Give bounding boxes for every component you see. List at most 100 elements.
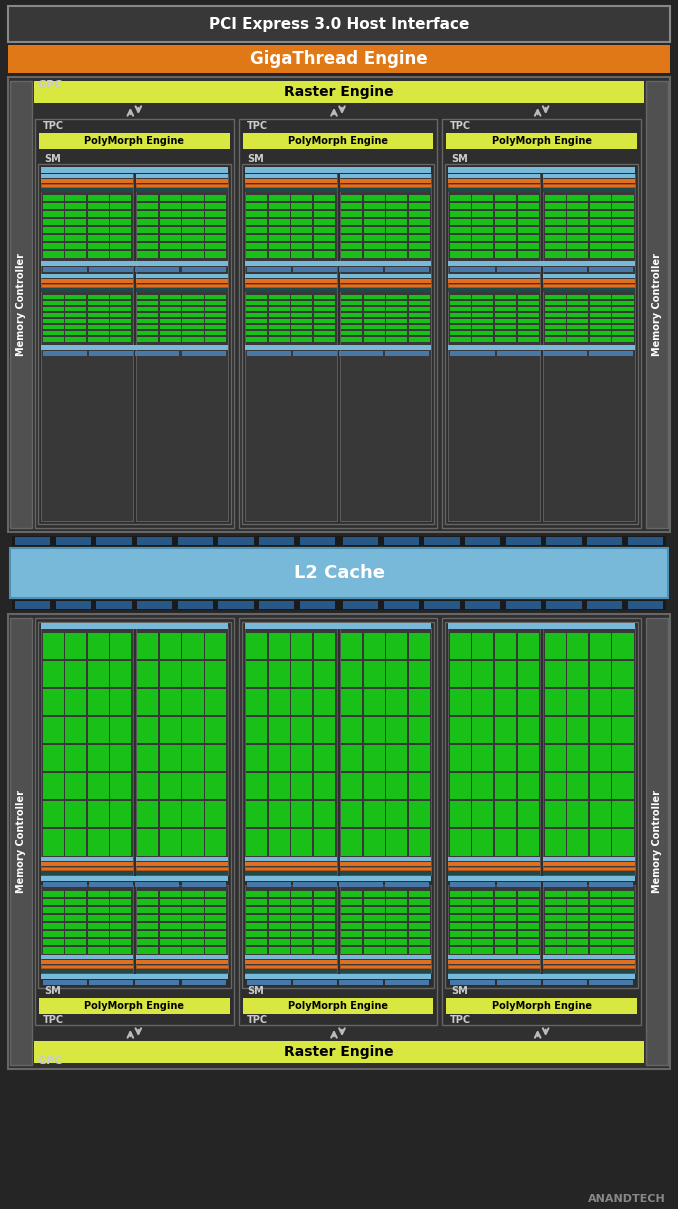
Bar [544,295,565,299]
Bar [340,184,431,187]
Bar [340,274,431,521]
Bar [205,689,226,716]
Bar [386,235,407,242]
Bar [544,331,565,335]
Bar [41,288,133,293]
Bar [245,885,336,973]
Bar [43,307,64,311]
Bar [246,331,267,335]
Bar [314,307,335,311]
Bar [246,295,267,299]
Bar [87,939,108,945]
Bar [111,915,132,921]
Bar [612,931,633,937]
Bar [160,947,181,954]
Bar [138,891,159,897]
Bar [340,284,431,287]
Bar [246,307,267,311]
Bar [65,939,86,945]
Bar [43,947,64,954]
Bar [341,251,362,258]
Bar [495,210,516,218]
Bar [268,660,290,687]
Bar [293,980,337,985]
Bar [543,867,635,870]
Bar [473,251,494,258]
Bar [341,227,362,233]
Bar [450,243,471,249]
Bar [450,295,471,299]
Bar [41,167,228,173]
Bar [182,307,203,311]
Bar [517,219,538,225]
Bar [87,898,108,906]
Bar [43,689,64,716]
Text: Memory Controller: Memory Controller [652,789,662,893]
Bar [136,179,228,183]
Bar [450,632,471,659]
Bar [544,745,565,771]
Bar [448,284,540,287]
Bar [544,898,565,906]
Bar [246,898,267,906]
Bar [205,907,226,913]
Bar [424,537,460,545]
Bar [43,931,64,937]
Bar [495,203,516,209]
Bar [544,660,565,687]
Bar [448,288,540,293]
Bar [341,907,362,913]
Bar [612,829,633,856]
Bar [245,627,336,875]
Bar [450,922,471,930]
Bar [590,243,611,249]
Bar [567,331,589,335]
Bar [409,251,430,258]
Bar [495,307,516,311]
Bar [495,689,516,716]
Bar [341,660,362,687]
Bar [590,203,611,209]
Bar [205,829,226,856]
Bar [590,745,611,771]
Bar [448,857,540,861]
Bar [239,618,437,1025]
Bar [43,898,64,906]
Bar [246,947,267,954]
Bar [589,267,633,272]
Bar [544,337,565,341]
Bar [314,939,335,945]
Bar [590,800,611,827]
Bar [268,717,290,744]
Bar [448,955,540,959]
Bar [542,351,587,355]
Bar [450,267,494,272]
Bar [409,243,430,249]
Bar [43,337,64,341]
Bar [138,219,159,225]
Bar [205,931,226,937]
Bar [245,862,336,866]
Bar [546,537,582,545]
Bar [543,968,635,973]
Bar [448,965,540,968]
Bar [65,219,86,225]
Bar [160,907,181,913]
Bar [160,689,181,716]
Bar [292,251,313,258]
Bar [341,891,362,897]
Bar [544,931,565,937]
Bar [41,274,133,521]
Bar [341,931,362,937]
Bar [543,274,635,278]
Bar [96,537,132,545]
Bar [495,195,516,201]
Bar [473,773,494,799]
Bar [341,243,362,249]
Bar [136,968,228,973]
Bar [292,773,313,799]
Bar [65,773,86,799]
Bar [495,295,516,299]
Bar [138,295,159,299]
Bar [246,251,267,258]
